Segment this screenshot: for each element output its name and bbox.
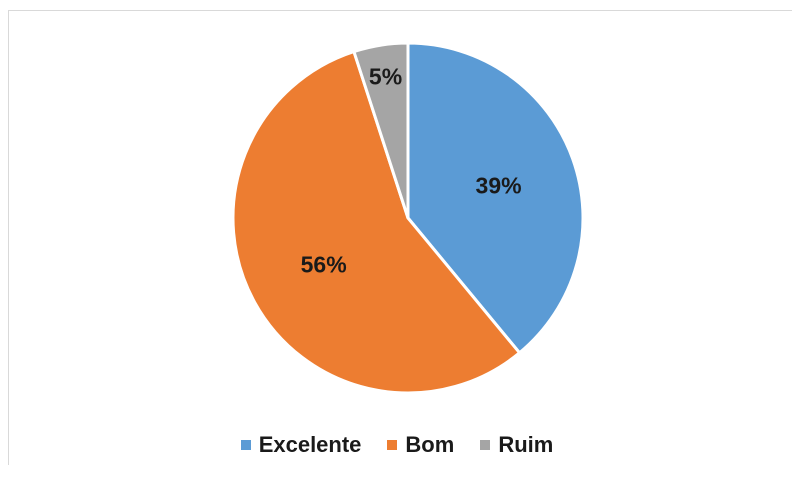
legend-swatch xyxy=(480,440,491,450)
legend: Excelente Bom Ruim xyxy=(0,432,794,458)
pie-slice-ruim xyxy=(352,41,410,220)
legend-label: Excelente xyxy=(258,432,362,457)
pie-label-ruim: 5% xyxy=(369,63,402,89)
legend-swatch xyxy=(240,440,251,450)
legend-item-bom: Bom xyxy=(387,432,454,458)
legend-label: Ruim xyxy=(498,432,554,457)
pie-label-excelente: 39% xyxy=(476,172,522,198)
chart-frame xyxy=(8,10,792,465)
legend-item-excelente: Excelente xyxy=(240,432,362,458)
pie-slice-bom xyxy=(231,50,522,395)
pie-slice-excelente xyxy=(406,41,585,355)
pie-chart: 39% 56% 5% xyxy=(231,41,585,395)
legend-swatch xyxy=(387,440,398,450)
legend-label: Bom xyxy=(405,432,455,457)
pie-label-bom: 56% xyxy=(301,251,347,277)
legend-item-ruim: Ruim xyxy=(480,432,553,458)
